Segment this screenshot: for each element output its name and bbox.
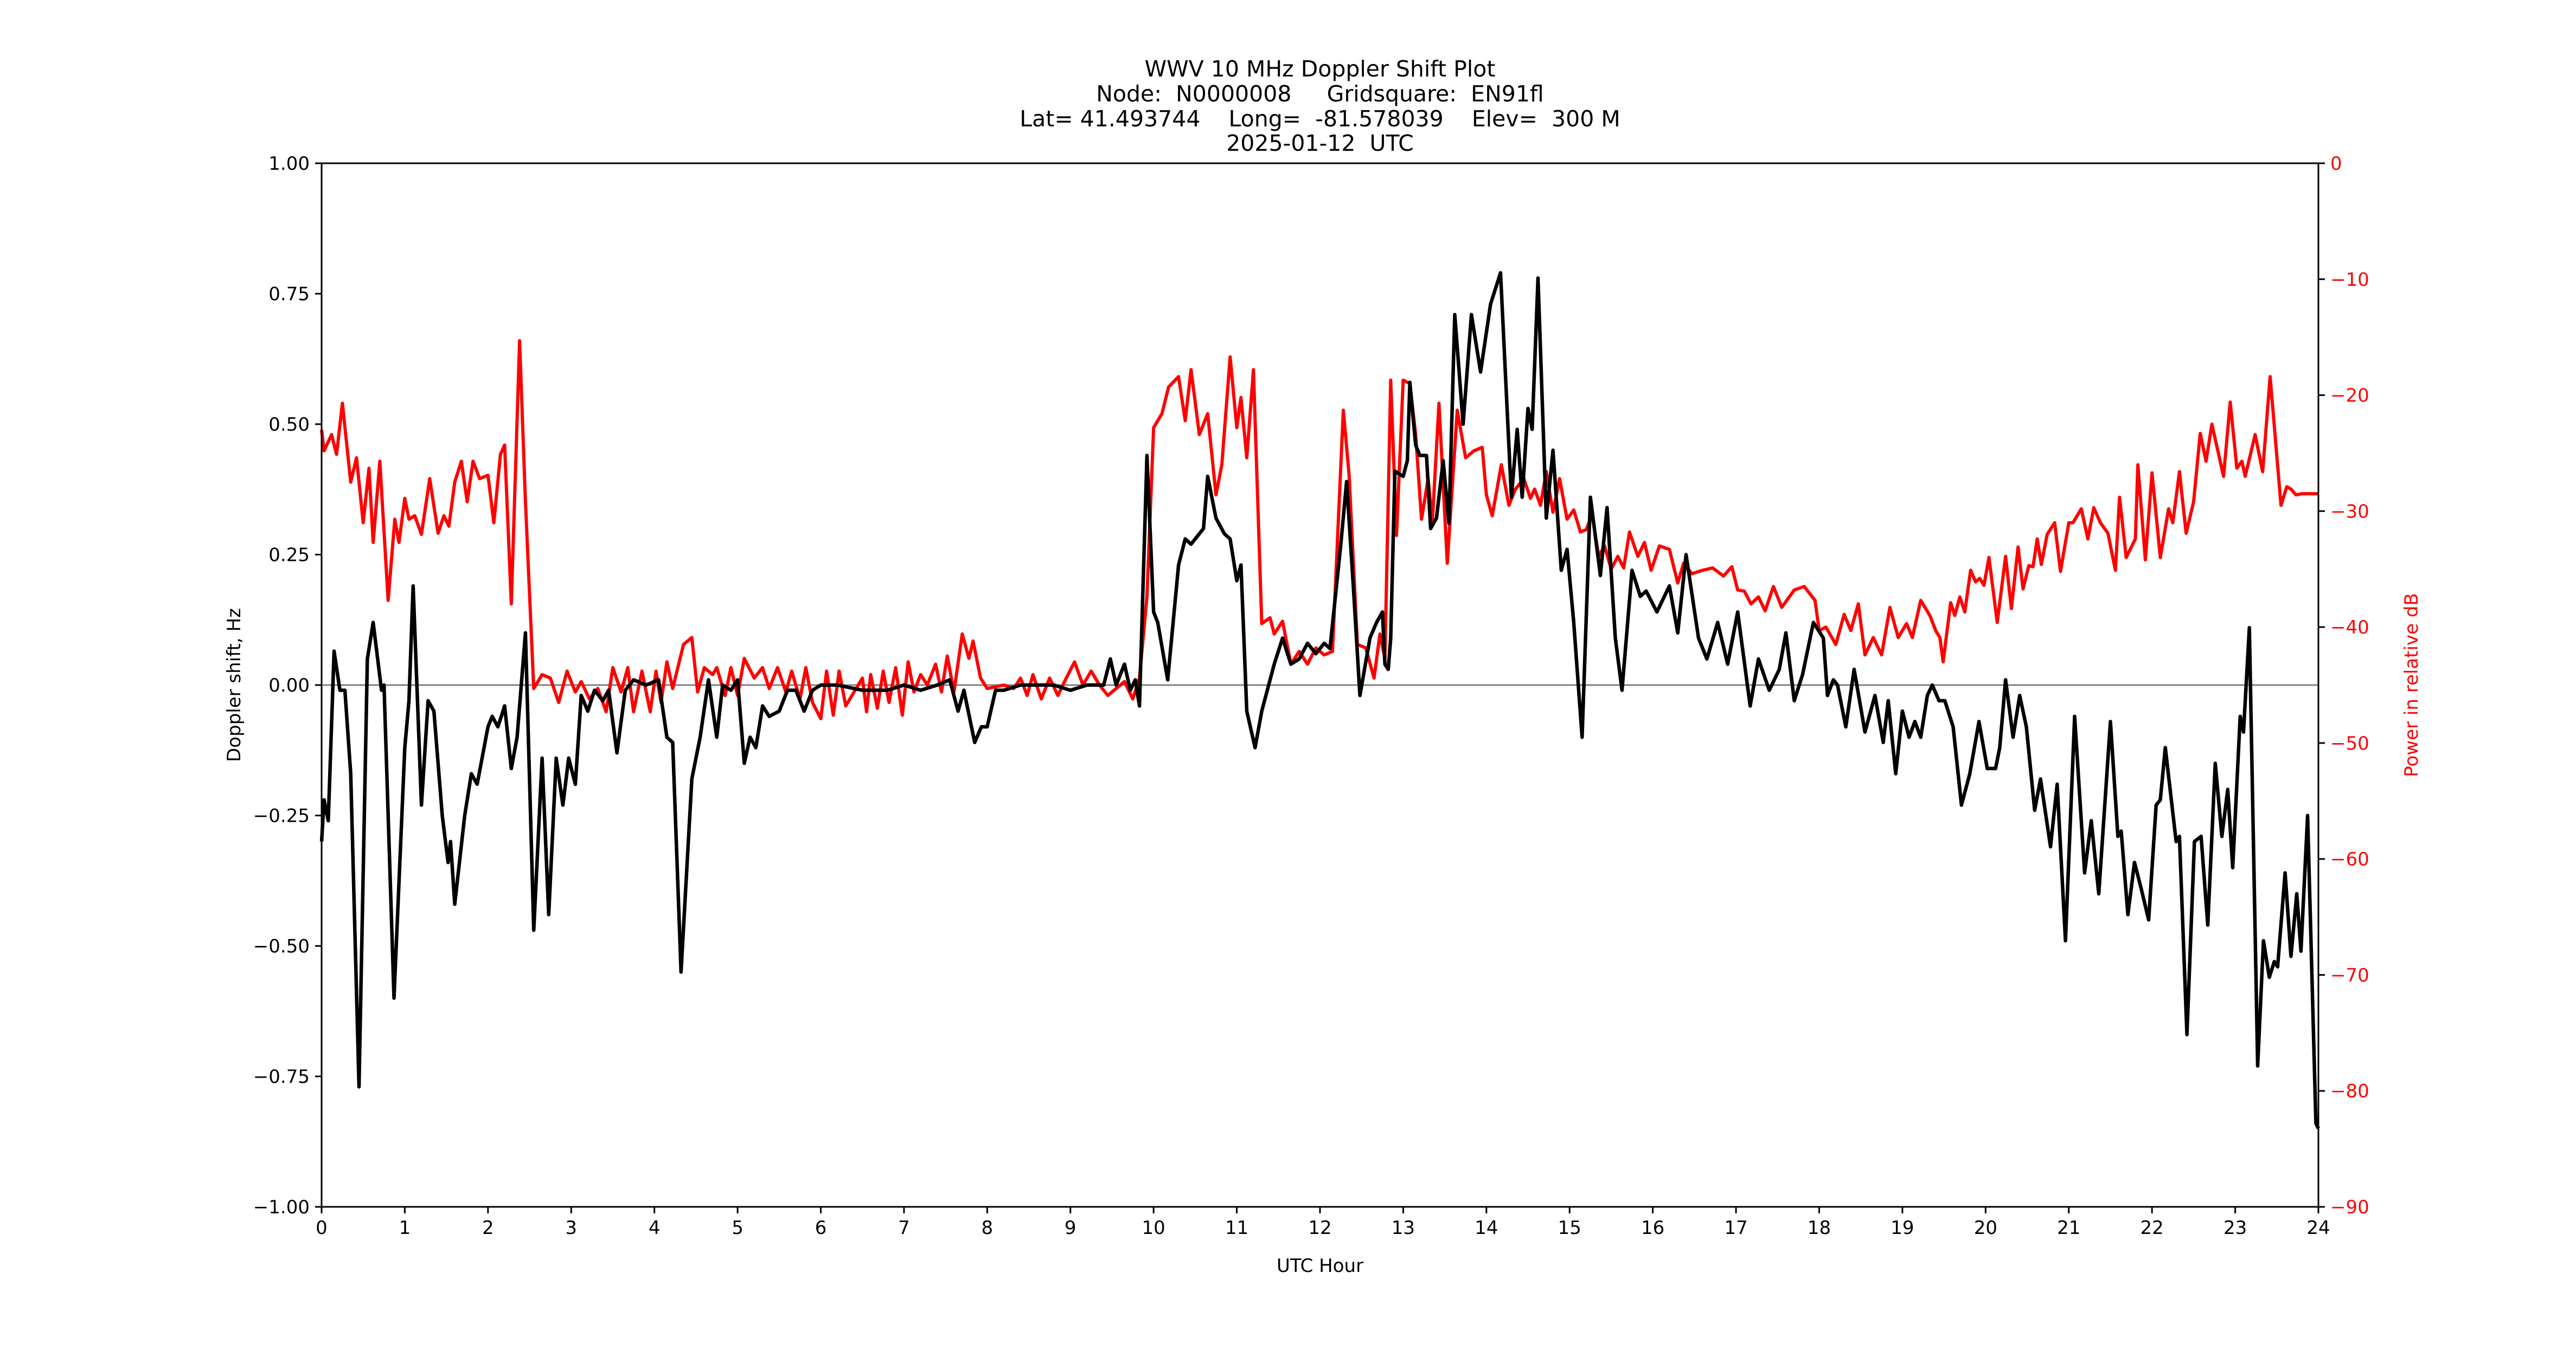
- y-tick-label: 0.50: [268, 414, 310, 436]
- x-tick-label: 9: [1065, 1217, 1076, 1239]
- x-tick-label: 11: [1225, 1217, 1248, 1239]
- x-tick-label: 15: [1558, 1217, 1581, 1239]
- x-tick-label: 16: [1641, 1217, 1664, 1239]
- x-tick-label: 21: [2057, 1217, 2080, 1239]
- y-tick-label: −0.50: [253, 936, 310, 957]
- title-line-4: 2025-01-12 UTC: [1226, 130, 1414, 156]
- y-axis-left-label: Doppler shift, Hz: [223, 608, 245, 762]
- x-tick-label: 6: [815, 1217, 827, 1239]
- y2-tick-label: −90: [2330, 1197, 2369, 1218]
- power-trace: [320, 339, 2318, 720]
- y2-tick-label: −40: [2330, 617, 2369, 638]
- y2-tick-label: −10: [2330, 269, 2369, 291]
- x-tick-label: 3: [565, 1217, 577, 1239]
- x-tick-label: 22: [2141, 1217, 2164, 1239]
- doppler-trace: [319, 271, 2320, 1130]
- y-axis-right-label: Power in relative dB: [2401, 593, 2423, 777]
- x-tick-label: 20: [1974, 1217, 1997, 1239]
- y2-tick-label: −30: [2330, 501, 2369, 522]
- x-tick-label: 2: [482, 1217, 494, 1239]
- title-line-2: Node: N0000008 Gridsquare: EN91fl: [1096, 81, 1544, 107]
- title-line-1: WWV 10 MHz Doppler Shift Plot: [1145, 56, 1496, 82]
- x-tick-label: 7: [898, 1217, 910, 1239]
- x-tick-label: 4: [649, 1217, 661, 1239]
- x-tick-label: 8: [982, 1217, 994, 1239]
- y-tick-label: −0.25: [253, 805, 310, 827]
- y-tick-label: 1.00: [268, 153, 310, 175]
- x-tick-label: 0: [316, 1217, 328, 1239]
- x-tick-label: 23: [2223, 1217, 2247, 1239]
- x-tick-label: 13: [1392, 1217, 1415, 1239]
- x-tick-label: 24: [2306, 1217, 2330, 1239]
- x-tick-label: 5: [732, 1217, 744, 1239]
- y-tick-label: −1.00: [253, 1197, 310, 1218]
- y-tick-label: 0.25: [268, 545, 310, 566]
- y2-tick-label: −20: [2330, 385, 2369, 407]
- x-tick-label: 18: [1808, 1217, 1831, 1239]
- title-line-3: Lat= 41.493744 Long= -81.578039 Elev= 30…: [1020, 106, 1620, 132]
- y2-tick-label: −70: [2330, 964, 2369, 986]
- y2-tick-label: −80: [2330, 1080, 2369, 1102]
- y2-tick-label: −50: [2330, 733, 2369, 754]
- y2-tick-label: −60: [2330, 849, 2369, 871]
- x-tick-label: 12: [1308, 1217, 1331, 1239]
- y-axis-left: −1.00 −0.75 −0.50 −0.25 0.00 0.25 0.50 0.75 1.00: [253, 153, 322, 1218]
- x-tick-label: 10: [1142, 1217, 1165, 1239]
- x-tick-label: 17: [1724, 1217, 1747, 1239]
- x-axis-label: UTC Hour: [1277, 1255, 1363, 1277]
- y-tick-label: 0.00: [268, 675, 310, 696]
- x-tick-label: 19: [1891, 1217, 1914, 1239]
- y-axis-right: 0 −10 −20 −30 −40 −50 −60 −70 −80 −90: [2318, 153, 2369, 1218]
- y-tick-label: 0.75: [268, 284, 310, 305]
- chart-title: WWV 10 MHz Doppler Shift Plot Node: N000…: [1020, 56, 1620, 156]
- plot-area: [319, 162, 2320, 1208]
- y-tick-label: −0.75: [253, 1066, 310, 1088]
- x-axis: 0 1 2 3 4 5 6 7 8 9 10 11 12 13 14 15 16 17 18 19 20 21 22 23 24: [316, 1207, 2330, 1239]
- y2-tick-label: 0: [2330, 153, 2342, 175]
- x-tick-label: 1: [399, 1217, 411, 1239]
- x-tick-label: 14: [1475, 1217, 1498, 1239]
